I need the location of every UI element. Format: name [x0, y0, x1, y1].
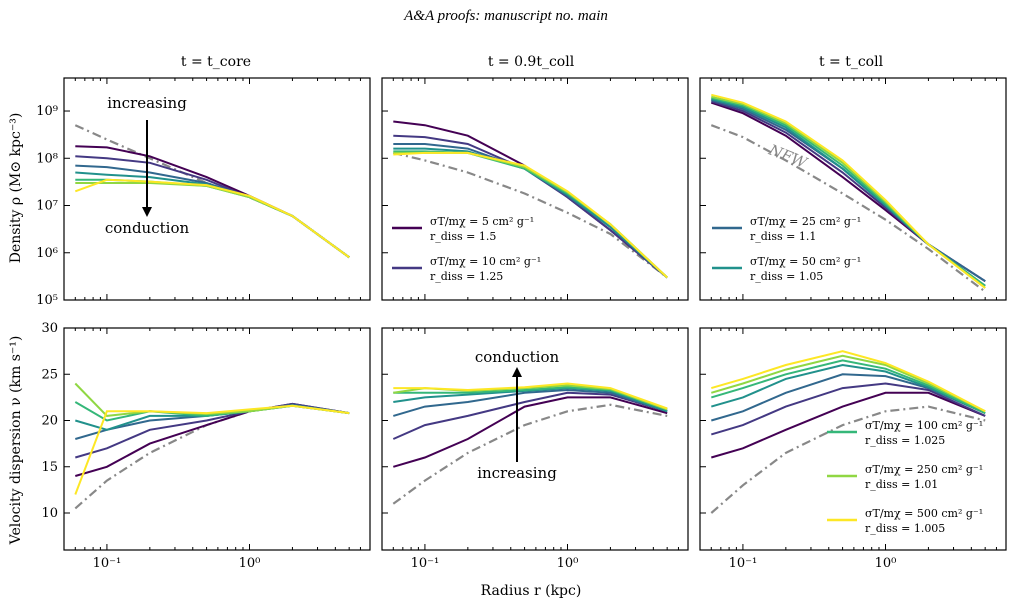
arrow-up-head: [512, 367, 522, 377]
legend-entry-4: σT/mχ = 50 cm² g⁻¹ r_diss = 1.05: [712, 255, 861, 283]
velocity-axis-label: Velocity dispersion ν (km s⁻¹): [8, 336, 24, 546]
axes-frame: [699, 77, 1007, 301]
nfw-line: [392, 403, 668, 505]
series-line-2: [711, 382, 986, 436]
annotation-conduction-top: conduction: [105, 219, 190, 237]
legend-sigma: σT/mχ = 100 cm² g⁻¹: [865, 419, 983, 432]
legend-rdiss: r_diss = 1.01: [865, 478, 938, 491]
x-tick-label: 10⁰: [875, 556, 897, 571]
column-title-1: t = t_core: [181, 54, 251, 70]
column-title-3: t = t_coll: [819, 54, 884, 70]
panel-density-1: 10⁵ 10⁶ 10⁷ 10⁸ 10⁹: [36, 77, 371, 308]
page-header: A&A proofs: manuscript no. main: [403, 8, 608, 24]
series-line-1: [393, 396, 668, 468]
axes-frame: [699, 327, 1007, 551]
y-tick-label: 15: [41, 460, 58, 475]
annotation-conduction-mid: conduction: [475, 348, 560, 366]
nfw-line: [74, 124, 350, 259]
x-axis-label: Radius r (kpc): [481, 583, 582, 599]
y-tick-label: 10⁹: [36, 104, 58, 119]
legend-rdiss: r_diss = 1.25: [430, 270, 503, 283]
series-line-7: [74, 404, 350, 495]
axes-frame: [63, 77, 371, 301]
legend-rdiss: r_diss = 1.005: [865, 522, 945, 535]
x-tick-label: 10⁰: [239, 556, 261, 571]
legend-sigma: σT/mχ = 5 cm² g⁻¹: [430, 215, 534, 228]
y-tick-label: 10⁵: [36, 293, 58, 308]
y-tick-label: 30: [41, 321, 58, 336]
x-tick-label: 10⁰: [557, 556, 579, 571]
legend-rdiss: r_diss = 1.1: [750, 230, 816, 243]
panel-density-2: [381, 77, 689, 301]
legend-sigma: σT/mχ = 250 cm² g⁻¹: [865, 463, 983, 476]
annotation-increasing-top: increasing: [107, 94, 187, 112]
x-tick-label: 10⁻¹: [93, 556, 122, 571]
annotation-increasing-mid: increasing: [477, 464, 557, 482]
legend-rdiss: r_diss = 1.025: [865, 434, 945, 447]
series-line-5: [711, 359, 986, 414]
y-tick-label: 10⁶: [36, 246, 58, 261]
density-axis-label: Density ρ (M⊙ kpc⁻³): [8, 113, 24, 264]
series-line-2: [392, 391, 668, 440]
legend-entry-2: σT/mχ = 10 cm² g⁻¹ r_diss = 1.25: [392, 255, 541, 283]
x-tick-label: 10⁻¹: [411, 556, 440, 571]
panel-velocity-3: 10⁻¹ 10⁰: [699, 327, 1007, 571]
y-tick-label: 10⁸: [36, 151, 58, 166]
legend-entry-7: σT/mχ = 500 cm² g⁻¹ r_diss = 1.005: [827, 507, 983, 535]
series-line-4: [711, 363, 986, 415]
legend-rdiss: r_diss = 1.05: [750, 270, 823, 283]
series-line-7: [74, 178, 350, 259]
arrow-down-head: [142, 207, 152, 217]
y-tick-label: 20: [41, 414, 58, 429]
series-line-3: [393, 388, 668, 417]
legend-rdiss: r_diss = 1.5: [430, 230, 496, 243]
series-line-1: [711, 391, 986, 459]
panel-velocity-2: 10⁻¹ 10⁰: [381, 327, 689, 571]
panel-velocity-1: 10⁻¹ 10⁰ 30 25 20 15 10: [41, 321, 371, 571]
column-title-2: t = 0.9t_coll: [488, 54, 575, 70]
legend-sigma: σT/mχ = 500 cm² g⁻¹: [865, 507, 983, 520]
series-line-7: [393, 151, 668, 279]
nfw-line: [710, 405, 986, 514]
legend-entry-6: σT/mχ = 250 cm² g⁻¹ r_diss = 1.01: [827, 463, 983, 491]
y-tick-label: 10: [41, 506, 58, 521]
axes-frame: [381, 77, 689, 301]
series-line-6: [711, 354, 986, 413]
nfw-line: [74, 403, 350, 510]
nfw-line: [393, 151, 668, 279]
nfw-line: [710, 124, 986, 293]
series-line-7: [711, 93, 986, 289]
legend-entry-5: σT/mχ = 100 cm² g⁻¹ r_diss = 1.025: [827, 419, 983, 447]
series-line-2: [75, 155, 350, 259]
panel-density-3: [699, 77, 1007, 301]
series-line-7: [393, 382, 668, 410]
legend-entry-3: σT/mχ = 25 cm² g⁻¹ r_diss = 1.1: [712, 215, 861, 243]
axes-frame: [63, 327, 371, 551]
x-tick-label: 10⁻¹: [729, 556, 758, 571]
legend-sigma: σT/mχ = 25 cm² g⁻¹: [750, 215, 861, 228]
legend-entry-1: σT/mχ = 5 cm² g⁻¹ r_diss = 1.5: [392, 215, 534, 243]
series-line-4: [75, 171, 350, 259]
y-tick-label: 10⁷: [36, 199, 58, 214]
legends: σT/mχ = 5 cm² g⁻¹ r_diss = 1.5 σT/mχ = 10 …: [392, 215, 983, 535]
series-line-1: [75, 145, 350, 259]
legend-sigma: σT/mχ = 10 cm² g⁻¹: [430, 255, 541, 268]
y-tick-label: 25: [41, 367, 58, 382]
series-line-3: [75, 403, 350, 440]
series-line-7: [711, 350, 986, 413]
legend-sigma: σT/mχ = 50 cm² g⁻¹: [750, 255, 861, 268]
axes-frame: [381, 327, 689, 551]
